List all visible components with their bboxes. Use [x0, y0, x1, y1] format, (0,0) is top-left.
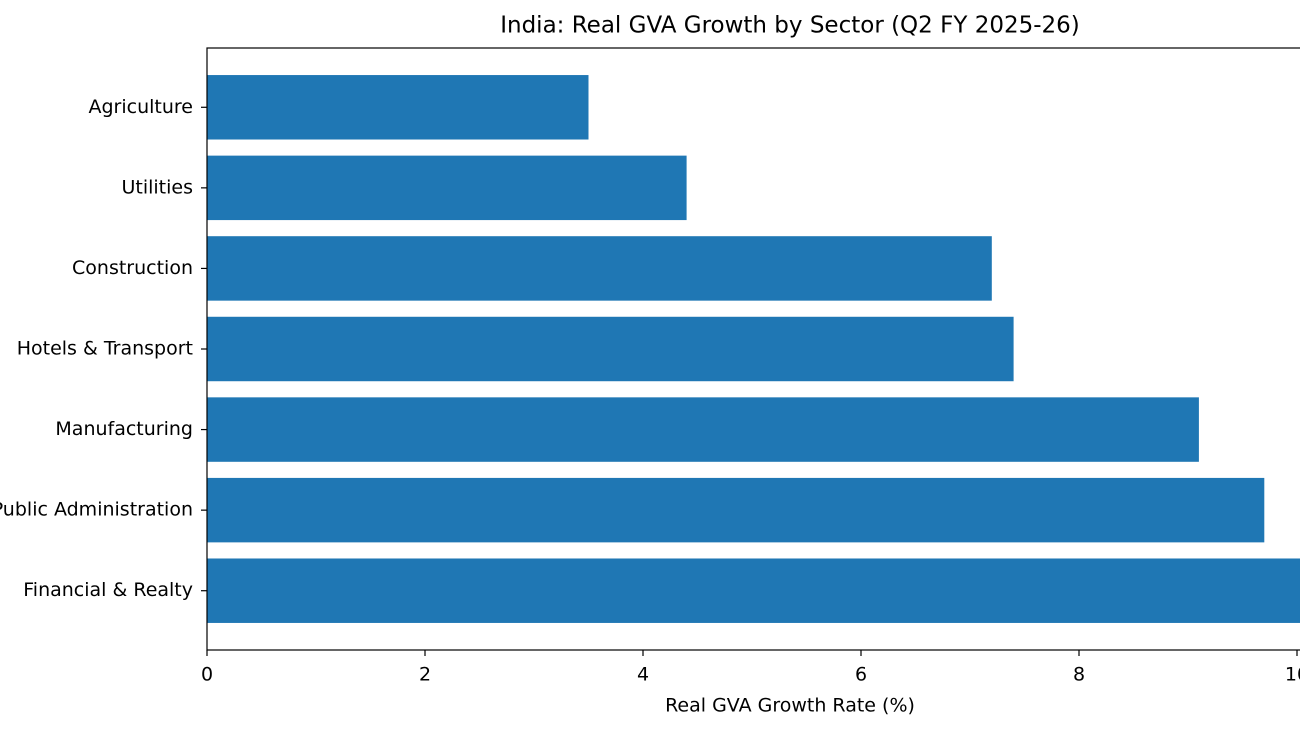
- y-tick-label: Public Administration: [0, 499, 193, 521]
- y-tick-label: Financial & Realty: [23, 579, 193, 601]
- bar: [207, 558, 1300, 623]
- y-tick-label: Hotels & Transport: [17, 338, 193, 360]
- x-tick-label: 4: [637, 664, 649, 686]
- chart-title: India: Real GVA Growth by Sector (Q2 FY …: [500, 13, 1080, 39]
- bar: [207, 397, 1199, 462]
- bar: [207, 236, 992, 301]
- y-tick-label: Utilities: [121, 176, 193, 198]
- x-tick-label: 0: [201, 664, 213, 686]
- x-tick-label: 6: [855, 664, 867, 686]
- bar: [207, 75, 589, 140]
- x-tick-label: 8: [1073, 664, 1085, 686]
- bar: [207, 155, 687, 221]
- bar: [207, 477, 1265, 543]
- plot-frame: [206, 47, 1300, 651]
- y-tick-label: Manufacturing: [55, 418, 193, 440]
- bar: [207, 316, 1014, 382]
- x-tick-label: 10: [1285, 664, 1300, 686]
- x-axis-label: Real GVA Growth Rate (%): [665, 695, 915, 717]
- y-tick-label: Construction: [72, 257, 193, 279]
- x-tick-label: 2: [419, 664, 431, 686]
- y-tick-label: Agriculture: [89, 96, 194, 118]
